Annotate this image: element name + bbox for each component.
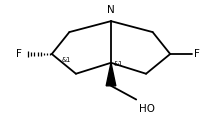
Text: F: F — [194, 49, 200, 59]
Text: &1: &1 — [113, 61, 123, 67]
Text: N: N — [107, 5, 115, 15]
Text: HO: HO — [139, 104, 155, 114]
Text: F: F — [16, 49, 22, 59]
Text: &1: &1 — [62, 57, 71, 63]
Polygon shape — [106, 63, 116, 86]
